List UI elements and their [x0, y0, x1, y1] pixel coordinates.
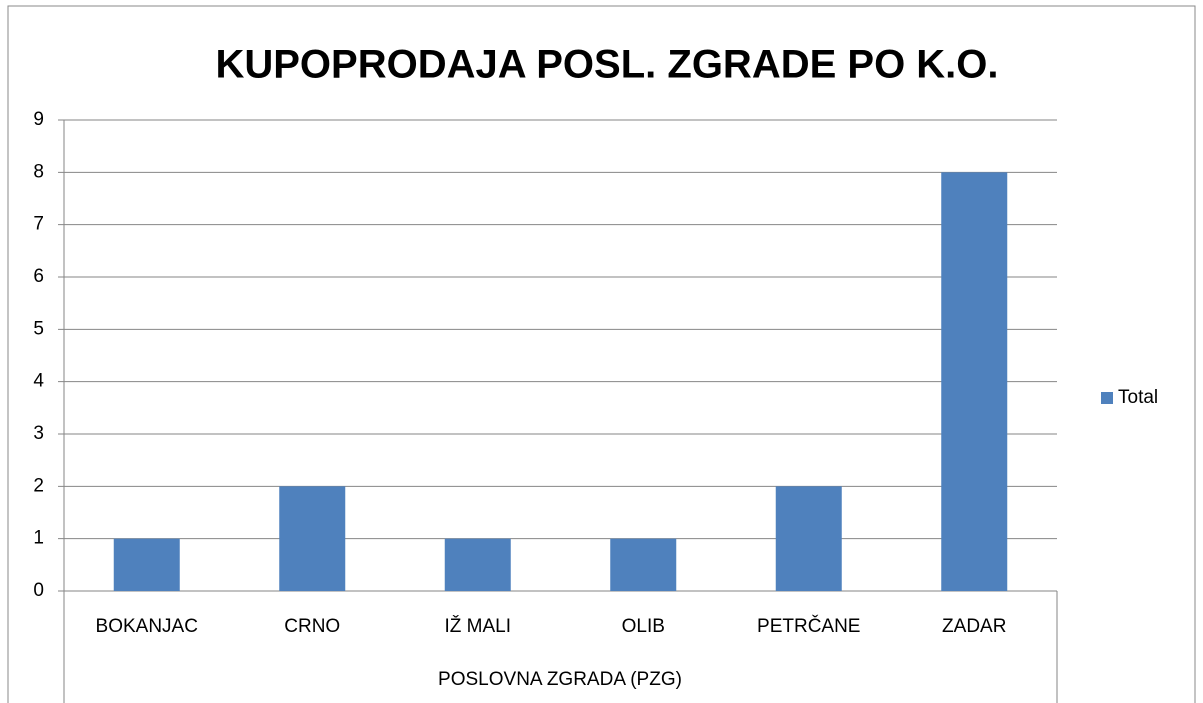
- y-tick-label: 7: [33, 214, 44, 235]
- y-tick-label: 6: [33, 266, 44, 287]
- bar: [113, 538, 180, 591]
- x-axis-label: POSLOVNA ZGRADA (PZG): [438, 669, 682, 690]
- x-tick-label: BOKANJAC: [96, 616, 198, 637]
- bar: [279, 486, 346, 591]
- y-tick-label: 4: [33, 371, 44, 392]
- x-tick-label: IŽ MALI: [444, 615, 511, 637]
- bar: [941, 172, 1008, 592]
- x-tick-label: PETRČANE: [757, 615, 860, 637]
- legend-label: Total: [1118, 387, 1158, 408]
- x-tick-label: CRNO: [284, 616, 340, 637]
- y-tick-label: 5: [33, 318, 44, 339]
- legend-swatch: [1101, 392, 1113, 404]
- y-tick-label: 0: [33, 580, 44, 601]
- bar: [444, 538, 511, 591]
- x-tick-label: ZADAR: [942, 616, 1006, 637]
- y-tick-label: 1: [33, 528, 44, 549]
- y-tick-label: 3: [33, 423, 44, 444]
- x-tick-label: OLIB: [622, 616, 665, 637]
- y-tick-label: 9: [33, 109, 44, 130]
- y-tick-label: 2: [33, 475, 44, 496]
- bar: [775, 486, 842, 591]
- y-tick-label: 8: [33, 161, 44, 182]
- bar: [610, 538, 677, 591]
- chart-title: KUPOPRODAJA POSL. ZGRADE PO K.O.: [215, 43, 998, 87]
- chart-border: [7, 5, 1196, 703]
